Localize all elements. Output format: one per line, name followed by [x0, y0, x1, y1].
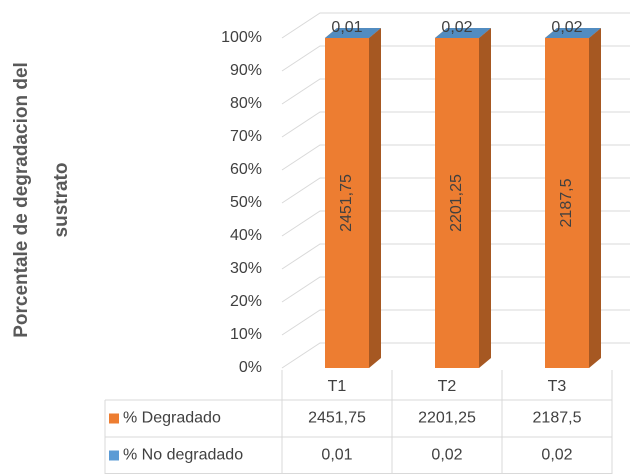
- grid-line: [281, 177, 630, 204]
- grid-line: [281, 309, 630, 336]
- bar: [325, 28, 381, 369]
- y-tick-label: 20%: [230, 293, 262, 310]
- y-tick-label: 10%: [230, 326, 262, 343]
- y-tick-label: 40%: [230, 227, 262, 244]
- y-tick-label: 90%: [230, 62, 262, 79]
- y-tick-label: 30%: [230, 260, 262, 277]
- bar-side: [589, 28, 601, 39]
- bar-side: [369, 28, 381, 39]
- table-value: 2451,75: [308, 410, 366, 427]
- bar-front: [325, 38, 369, 369]
- table-value: 0,02: [541, 447, 572, 464]
- table-value: 2187,5: [533, 410, 582, 427]
- y-tick-label: 100%: [221, 29, 262, 46]
- data-label: 0,02: [551, 19, 582, 36]
- bar: [325, 28, 381, 39]
- data-label: 0,02: [441, 19, 472, 36]
- table-value: 0,02: [431, 447, 462, 464]
- grid-line: [281, 45, 630, 72]
- legend-label: % Degradado: [123, 410, 221, 427]
- grid-line: [281, 243, 630, 270]
- x-tick-label: T1: [328, 378, 347, 395]
- x-tick-label: T3: [548, 378, 567, 395]
- bar-side: [479, 28, 491, 369]
- bar-top: [435, 28, 491, 38]
- y-tick-label: 60%: [230, 161, 262, 178]
- bar: [435, 28, 491, 39]
- data-label: 2187,5: [558, 178, 575, 227]
- legend-label: % No degradado: [123, 447, 243, 464]
- bar-front: [435, 38, 479, 369]
- bar: [545, 28, 601, 368]
- grid-line: [281, 12, 630, 39]
- data-label: 0,01: [331, 19, 362, 36]
- legend-key: [109, 413, 119, 424]
- bar-side: [589, 28, 601, 368]
- y-tick-label: 0%: [239, 359, 262, 376]
- bar-top: [545, 28, 601, 38]
- legend-key: [109, 450, 119, 461]
- y-axis-title: sustrato: [51, 163, 72, 238]
- y-tick-label: 50%: [230, 194, 262, 211]
- bar-side: [369, 28, 381, 369]
- grid-line: [281, 276, 630, 303]
- grid-line: [281, 78, 630, 105]
- grid-line: [281, 210, 630, 237]
- table-value: 0,01: [321, 447, 352, 464]
- y-tick-label: 70%: [230, 128, 262, 145]
- bar-front: [545, 38, 589, 368]
- y-axis-title: Porcentale de degradacion del: [11, 62, 32, 338]
- table-value: 2201,25: [418, 410, 476, 427]
- data-label: 2201,25: [448, 174, 465, 232]
- grid-line: [281, 111, 630, 138]
- data-label: 2451,75: [338, 174, 355, 232]
- bar-top: [325, 28, 381, 38]
- x-tick-label: T2: [438, 378, 457, 395]
- bar-side: [479, 28, 491, 39]
- bar: [545, 28, 601, 39]
- grid-line: [281, 144, 630, 171]
- y-tick-label: 80%: [230, 95, 262, 112]
- grid-line: [281, 342, 630, 369]
